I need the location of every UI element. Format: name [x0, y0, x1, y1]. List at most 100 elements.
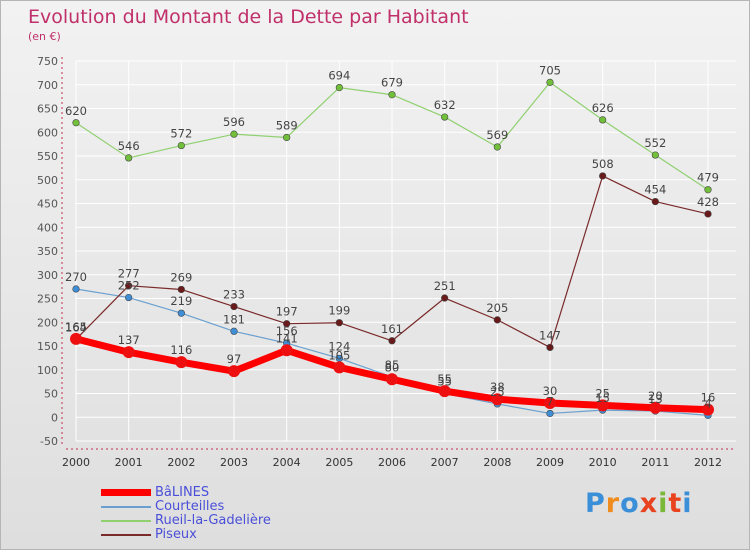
x-tick-label: 2010 — [589, 456, 617, 469]
data-point-rueil-la-gadeli-re — [72, 119, 80, 127]
series-lines — [70, 78, 714, 419]
x-tick-label: 2003 — [220, 456, 248, 469]
data-label-courteilles: 270 — [65, 270, 87, 284]
legend-swatch-piseux — [101, 534, 151, 536]
logo-letter: i — [658, 488, 669, 519]
data-label-piseux: 197 — [276, 305, 298, 319]
data-label-courteilles: 181 — [223, 312, 245, 326]
data-point-rueil-la-gadeli-re — [493, 143, 501, 151]
data-point-piseux — [704, 210, 712, 218]
data-point-piseux — [230, 302, 238, 311]
data-point-rueil-la-gadeli-re — [125, 154, 133, 162]
data-label-rueil-la-gadeli-re: 620 — [65, 104, 87, 118]
logo-letter: P — [585, 488, 606, 519]
data-label-b-lines: 141 — [276, 331, 298, 345]
data-label-rueil-la-gadeli-re: 694 — [328, 69, 350, 83]
data-point-courteilles — [72, 285, 80, 293]
data-point-b-lines — [544, 397, 556, 409]
logo-letter: i — [682, 488, 693, 519]
data-label-piseux: 508 — [592, 157, 614, 171]
data-label-courteilles: 156 — [276, 324, 298, 338]
data-point-b-lines — [175, 356, 188, 369]
data-label-piseux: 233 — [223, 288, 245, 302]
data-label-piseux: 199 — [328, 304, 350, 318]
data-label-courteilles: 252 — [118, 279, 140, 293]
x-tick-label: 2012 — [694, 456, 722, 469]
y-tick-label: 0 — [51, 411, 58, 424]
data-point-b-lines — [649, 401, 662, 414]
data-label-courteilles: 15 — [595, 391, 610, 405]
logo-letter: x — [639, 488, 659, 519]
x-tick-label: 2001 — [115, 456, 143, 469]
data-point-b-lines — [491, 393, 504, 406]
data-label-piseux: 147 — [539, 328, 561, 342]
data-point-piseux — [493, 316, 501, 324]
chart-title: Evolution du Montant de la Dette par Hab… — [28, 6, 469, 28]
data-label-rueil-la-gadeli-re: 552 — [644, 136, 666, 150]
data-point-courteilles — [546, 409, 554, 418]
data-point-rueil-la-gadeli-re — [335, 83, 343, 92]
data-point-piseux — [125, 282, 133, 290]
data-label-rueil-la-gadeli-re: 632 — [434, 98, 456, 112]
data-label-piseux: 269 — [170, 270, 192, 284]
y-tick-label: 350 — [37, 245, 58, 258]
data-label-rueil-la-gadeli-re: 569 — [486, 128, 508, 142]
data-point-piseux — [599, 172, 607, 180]
data-point-rueil-la-gadeli-re — [546, 78, 554, 86]
x-tick-label: 2007 — [431, 456, 459, 469]
data-label-courteilles: 55 — [437, 375, 452, 389]
legend-label-rueil: Rueil-la-Gadelière — [155, 513, 271, 528]
data-label-b-lines: 80 — [385, 360, 400, 374]
data-label-b-lines: 165 — [65, 320, 87, 334]
data-label-rueil-la-gadeli-re: 679 — [381, 76, 403, 90]
x-tick-label: 2006 — [378, 456, 406, 469]
data-label-piseux: 164 — [65, 320, 87, 334]
y-tick-label: 100 — [37, 364, 58, 377]
x-tick-label: 2009 — [536, 456, 564, 469]
data-label-piseux: 161 — [381, 322, 403, 336]
y-tick-label: 500 — [37, 174, 58, 187]
data-label-courteilles: 4 — [704, 396, 711, 410]
y-tick-label: 50 — [44, 388, 58, 401]
y-tick-label: 200 — [37, 316, 58, 329]
data-label-courteilles: 124 — [328, 339, 350, 353]
grid-lines — [75, 60, 736, 442]
legend-label-piseux: Piseux — [155, 527, 197, 542]
data-label-b-lines: 16 — [701, 391, 716, 405]
logo-letter: t — [668, 488, 683, 519]
proxiti-logo: Proxiti — [585, 488, 693, 519]
y-tick-label: 750 — [37, 55, 58, 68]
data-label-rueil-la-gadeli-re: 626 — [592, 101, 614, 115]
data-label-piseux: 205 — [486, 301, 508, 315]
x-tick-label: 2004 — [273, 456, 301, 469]
x-tick-label: 2002 — [167, 456, 195, 469]
data-label-courteilles: 25 — [490, 385, 505, 399]
data-label-b-lines: 105 — [328, 348, 350, 362]
data-label-courteilles: 219 — [170, 294, 192, 308]
data-label-rueil-la-gadeli-re: 546 — [118, 139, 140, 153]
data-point-b-lines — [438, 385, 451, 398]
data-point-b-lines — [596, 399, 609, 412]
data-label-piseux: 428 — [697, 195, 719, 209]
data-point-b-lines — [228, 365, 240, 378]
data-point-b-lines — [333, 361, 346, 374]
data-label-b-lines: 25 — [595, 386, 610, 400]
legend-swatch-rueil — [101, 520, 151, 522]
data-point-piseux — [546, 343, 554, 352]
data-point-b-lines — [280, 344, 293, 357]
data-point-b-lines — [702, 403, 714, 416]
y-tick-label: 550 — [37, 150, 58, 163]
logo-letter: r — [605, 488, 621, 519]
data-label-b-lines: 97 — [227, 352, 242, 366]
data-point-courteilles — [177, 309, 185, 317]
data-label-b-lines: 30 — [543, 384, 558, 398]
x-tick-label: 2005 — [325, 456, 353, 469]
data-point-piseux — [651, 198, 659, 206]
x-tick-label: 2011 — [641, 456, 669, 469]
x-tick-label: 2008 — [483, 456, 511, 469]
data-point-courteilles — [125, 293, 133, 302]
y-tick-label: -50 — [40, 435, 58, 448]
data-point-rueil-la-gadeli-re — [651, 151, 659, 159]
